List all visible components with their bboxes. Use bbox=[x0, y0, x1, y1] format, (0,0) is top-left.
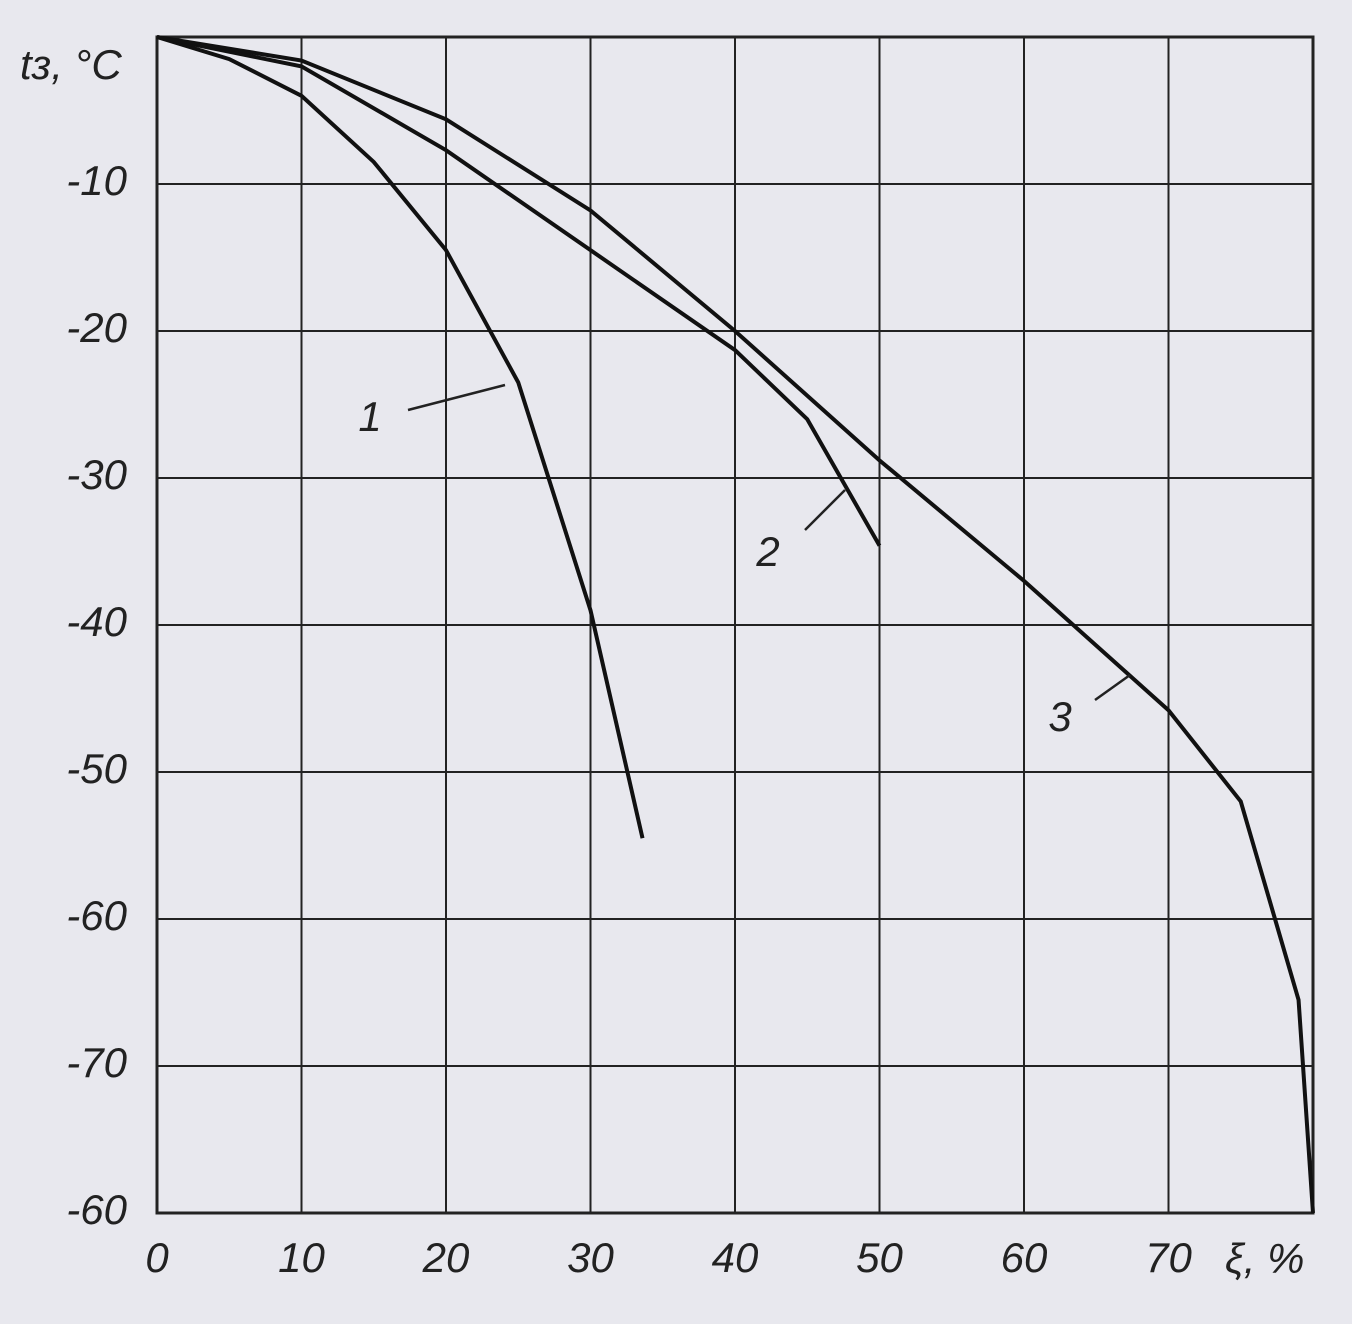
curve bbox=[156, 35, 1315, 1214]
leader-line bbox=[407, 383, 506, 412]
curve-label: 3 bbox=[1048, 693, 1071, 740]
x-tick-label: 60 bbox=[1001, 1234, 1048, 1281]
x-tick-label: 30 bbox=[567, 1234, 614, 1281]
curve-label: 1 bbox=[358, 393, 381, 440]
x-tick-label: 50 bbox=[856, 1234, 903, 1281]
y-axis-label: tз, °C bbox=[20, 41, 122, 88]
leader-line bbox=[804, 489, 846, 531]
leader-line bbox=[1094, 673, 1131, 702]
y-tick-label: -10 bbox=[66, 157, 127, 204]
x-tick-label: 40 bbox=[712, 1234, 759, 1281]
y-tick-label: -60 bbox=[66, 1186, 127, 1233]
y-tick-label: -30 bbox=[66, 451, 127, 498]
y-tick-label: -40 bbox=[66, 598, 127, 645]
x-tick-label: 0 bbox=[145, 1234, 169, 1281]
curve bbox=[156, 35, 882, 547]
y-tick-label: -20 bbox=[66, 304, 127, 351]
y-tick-label: -50 bbox=[66, 745, 127, 792]
x-tick-label: 10 bbox=[278, 1234, 325, 1281]
curve bbox=[156, 35, 645, 839]
y-tick-label: -60 bbox=[66, 892, 127, 939]
y-tick-label: -70 bbox=[66, 1039, 127, 1086]
x-axis-label: ξ, % bbox=[1225, 1235, 1304, 1282]
curve-label: 2 bbox=[755, 528, 779, 575]
x-tick-label: 20 bbox=[422, 1234, 470, 1281]
x-tick-label: 70 bbox=[1145, 1234, 1192, 1281]
